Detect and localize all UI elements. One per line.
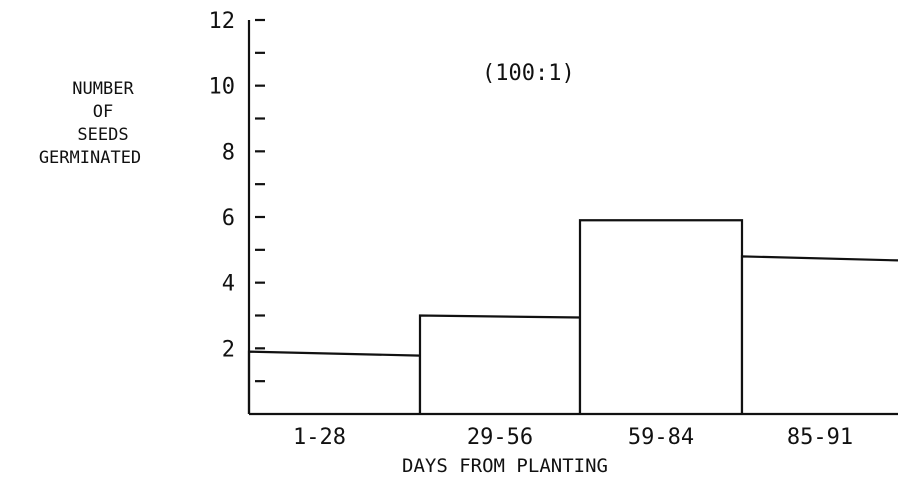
y-axis-tick-labels: 2 4 6 8 10 12 <box>209 9 236 362</box>
y-axis-label-line-3: SEEDS <box>77 125 128 145</box>
bar-59-84 <box>578 219 744 414</box>
y-tick-label-4: 4 <box>222 272 235 297</box>
y-axis-ticks <box>255 18 265 383</box>
y-axis-label-line-4: GERMINATED <box>39 148 141 168</box>
bar-1-28 <box>247 350 422 414</box>
y-axis-label-line-2: OF <box>93 102 113 122</box>
y-tick-label-6: 6 <box>222 206 235 231</box>
y-tick-label-8: 8 <box>222 140 235 165</box>
ratio-annotation: (100:1) <box>482 61 575 86</box>
y-axis-label-line-1: NUMBER <box>72 79 134 99</box>
x-axis-label: DAYS FROM PLANTING <box>402 455 608 477</box>
bar-29-56 <box>418 314 582 414</box>
x-category-label-85-91: 85-91 <box>787 425 853 450</box>
y-tick-label-10: 10 <box>209 75 236 100</box>
y-tick-label-12: 12 <box>209 9 236 34</box>
x-category-label-29-56: 29-56 <box>467 425 533 450</box>
x-category-label-1-28: 1-28 <box>293 425 346 450</box>
x-category-label-59-84: 59-84 <box>628 425 694 450</box>
bars <box>247 219 898 414</box>
bar-85-91 <box>740 255 898 414</box>
y-tick-label-2: 2 <box>222 337 235 362</box>
x-axis-category-labels: 1-28 29-56 59-84 85-91 <box>293 425 853 450</box>
y-axis-label: NUMBER OF SEEDS GERMINATED <box>39 79 141 168</box>
